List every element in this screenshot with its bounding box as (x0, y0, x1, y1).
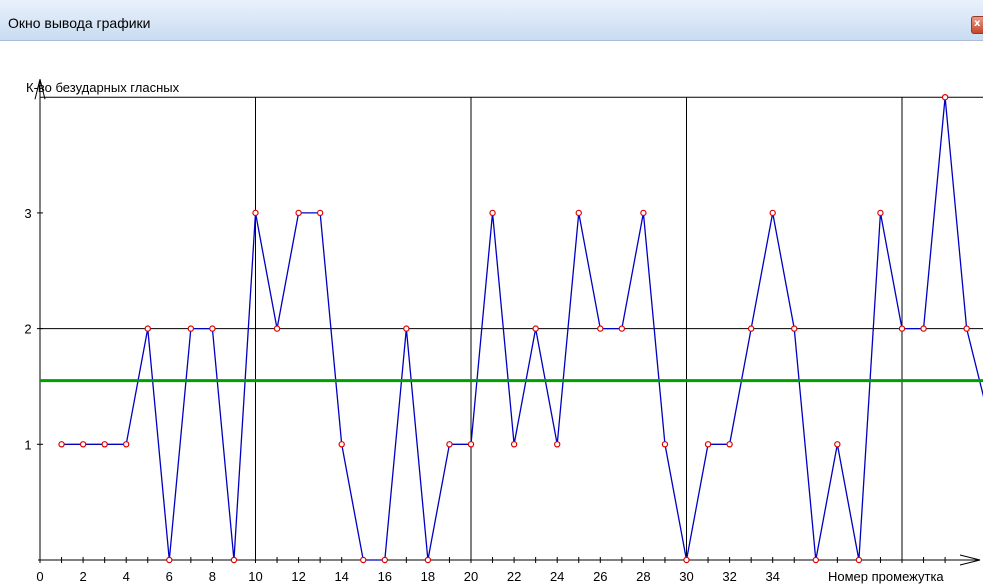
data-point (532, 325, 539, 332)
data-point (812, 556, 820, 564)
y-axis-label: К-во безударных гласных (26, 80, 180, 95)
data-point (661, 441, 669, 448)
data-point (446, 441, 453, 448)
data-point (187, 325, 195, 332)
x-tick-label: 24 (550, 569, 564, 584)
window-title: Окно вывода графики (8, 15, 151, 31)
data-point (144, 325, 151, 332)
axes: К-во безударных гласных Номер промежутка (26, 79, 981, 584)
data-point (597, 325, 604, 332)
close-icon: x (974, 18, 981, 29)
data-point (101, 441, 108, 448)
data-point (122, 441, 130, 448)
data-series (58, 94, 983, 564)
data-point (726, 441, 733, 448)
grid-lines (40, 96, 983, 560)
title-bar[interactable]: Окно вывода графики x (0, 0, 983, 41)
x-tick-label: 16 (378, 569, 392, 584)
y-tick-label: 1 (24, 437, 31, 452)
x-tick-label: 22 (507, 569, 521, 584)
x-tick-label: 10 (248, 569, 262, 584)
data-point (166, 556, 173, 564)
x-axis-label: Номер промежутка (828, 569, 944, 584)
data-point (467, 441, 475, 448)
data-point (273, 325, 281, 332)
data-point (834, 441, 841, 448)
x-tick-label: 28 (636, 569, 650, 584)
series-line (61, 97, 983, 561)
data-point (575, 209, 582, 217)
data-point (316, 209, 324, 217)
data-point (920, 325, 927, 332)
x-tick-label: 12 (291, 569, 305, 584)
y-tick-label: 2 (24, 322, 31, 337)
data-point (510, 441, 518, 448)
data-point (338, 441, 345, 448)
x-tick-label: 4 (123, 569, 130, 584)
data-point (941, 94, 949, 101)
data-point (381, 556, 388, 564)
x-tick-label: 14 (334, 569, 348, 584)
y-axis-arrow (34, 79, 46, 100)
data-point (618, 325, 626, 332)
data-point (424, 556, 432, 564)
data-point (898, 325, 906, 332)
data-point (360, 556, 367, 564)
x-tick-label: 18 (421, 569, 435, 584)
data-point (747, 325, 755, 332)
data-point (963, 325, 970, 332)
data-point (489, 209, 496, 217)
x-axis-ticks: 0 2 4 6 8 10 12 14 16 18 20 22 24 26 28 30 32 34 (36, 557, 946, 584)
data-point (791, 325, 798, 332)
x-tick-label: 30 (679, 569, 693, 584)
y-axis-ticks: 1 2 3 (24, 206, 43, 452)
data-point (877, 209, 884, 217)
data-point (58, 441, 65, 448)
data-point (295, 209, 302, 217)
x-tick-label: 8 (209, 569, 216, 584)
data-point (230, 556, 238, 564)
data-point (209, 325, 216, 332)
x-tick-label: 26 (593, 569, 607, 584)
x-axis-arrow (959, 554, 981, 566)
plot-area: К-во безударных гласных Номер промежутка… (0, 41, 983, 588)
x-tick-label: 32 (722, 569, 736, 584)
data-point (855, 556, 863, 564)
y-tick-label: 3 (24, 206, 31, 221)
data-point (769, 209, 776, 217)
data-point (554, 441, 561, 448)
data-point (403, 325, 410, 332)
x-tick-label: 6 (166, 569, 173, 584)
data-point (252, 209, 259, 217)
x-tick-label: 0 (36, 569, 43, 584)
data-point (79, 441, 87, 448)
data-point (704, 441, 712, 448)
x-tick-label: 34 (765, 569, 779, 584)
data-point (683, 556, 690, 564)
data-point (640, 209, 647, 217)
x-tick-label: 2 (79, 569, 86, 584)
x-tick-label: 20 (464, 569, 478, 584)
close-button[interactable]: x (971, 16, 983, 34)
line-chart: К-во безударных гласных Номер промежутка… (24, 79, 983, 584)
